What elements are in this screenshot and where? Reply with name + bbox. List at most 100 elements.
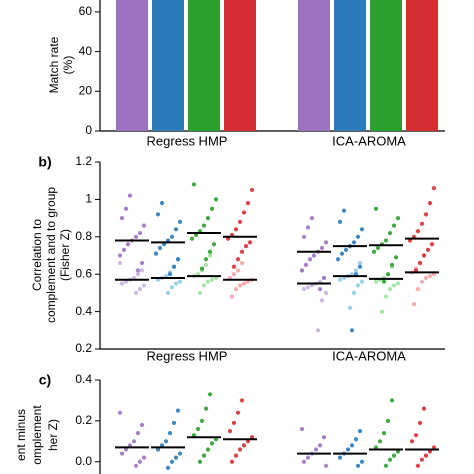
point (175, 257, 181, 262)
point (301, 287, 307, 292)
point (319, 245, 325, 251)
panel-label: b) (38, 154, 51, 170)
y-tick-label: 0.2 (75, 341, 92, 355)
point (201, 283, 207, 288)
y-tick-label: 20 (79, 83, 93, 97)
point (305, 225, 311, 230)
point (175, 408, 181, 413)
point (359, 459, 365, 464)
point (173, 455, 179, 460)
point (337, 219, 343, 224)
point (169, 234, 175, 239)
point (385, 418, 391, 423)
point (119, 281, 125, 286)
point (305, 285, 311, 290)
point (205, 447, 211, 452)
point (195, 426, 201, 432)
point (207, 253, 213, 258)
point (121, 247, 127, 252)
point (201, 453, 207, 458)
y-tick-label: 0.2 (75, 413, 92, 427)
point (395, 281, 401, 286)
point (321, 275, 327, 281)
point (229, 294, 235, 299)
point (165, 290, 171, 295)
category-label: Regress HMP (147, 133, 228, 148)
point (345, 447, 351, 452)
point (211, 242, 217, 247)
bar (370, 0, 402, 131)
point (415, 463, 421, 468)
point (379, 309, 385, 314)
point (167, 272, 173, 277)
bar (406, 0, 438, 131)
point (231, 264, 237, 269)
point (125, 242, 131, 247)
point (165, 465, 171, 470)
point (317, 443, 323, 448)
point (243, 244, 249, 249)
point (377, 439, 383, 444)
point (373, 206, 379, 211)
point (249, 187, 255, 193)
point (235, 268, 241, 273)
point (317, 287, 323, 292)
point (137, 287, 143, 292)
point (311, 253, 317, 258)
y-tick-label: 0.4 (75, 304, 92, 318)
point (381, 431, 387, 436)
category-label: Regress HMP (147, 348, 228, 363)
y-axis-label: omplement (30, 405, 44, 465)
point (199, 418, 205, 423)
point (357, 264, 363, 269)
point (207, 392, 213, 397)
point (135, 431, 141, 436)
point (419, 279, 425, 284)
point (309, 216, 315, 221)
point (171, 264, 177, 269)
point (171, 420, 177, 426)
point (123, 206, 129, 211)
point (153, 251, 159, 256)
y-tick-label: 1.2 (75, 154, 92, 168)
point (337, 455, 343, 460)
point (133, 463, 139, 468)
point (131, 439, 137, 444)
y-axis-label: (Fisher Z) (58, 229, 72, 281)
point (227, 428, 233, 434)
point (141, 283, 147, 288)
point (371, 249, 377, 254)
point (229, 459, 235, 464)
point (117, 253, 123, 258)
point (431, 186, 437, 191)
point (349, 443, 355, 448)
point (383, 294, 389, 299)
point (357, 260, 363, 266)
point (375, 245, 381, 251)
point (203, 257, 209, 262)
point (155, 212, 161, 217)
point (419, 457, 425, 462)
point (389, 262, 395, 267)
point (173, 281, 179, 286)
point (409, 439, 415, 444)
point (355, 283, 361, 288)
point (421, 406, 427, 411)
point (201, 223, 207, 228)
point (177, 279, 183, 284)
point (209, 277, 215, 282)
point (359, 279, 365, 284)
point (417, 260, 423, 266)
y-axis-label: ent minus (14, 409, 28, 461)
point (239, 398, 245, 403)
point (307, 257, 313, 262)
point (313, 447, 319, 452)
point (117, 410, 123, 415)
point (197, 290, 203, 295)
point (247, 240, 253, 245)
point (141, 223, 147, 228)
point (391, 283, 397, 288)
point (205, 279, 211, 284)
point (373, 279, 379, 284)
